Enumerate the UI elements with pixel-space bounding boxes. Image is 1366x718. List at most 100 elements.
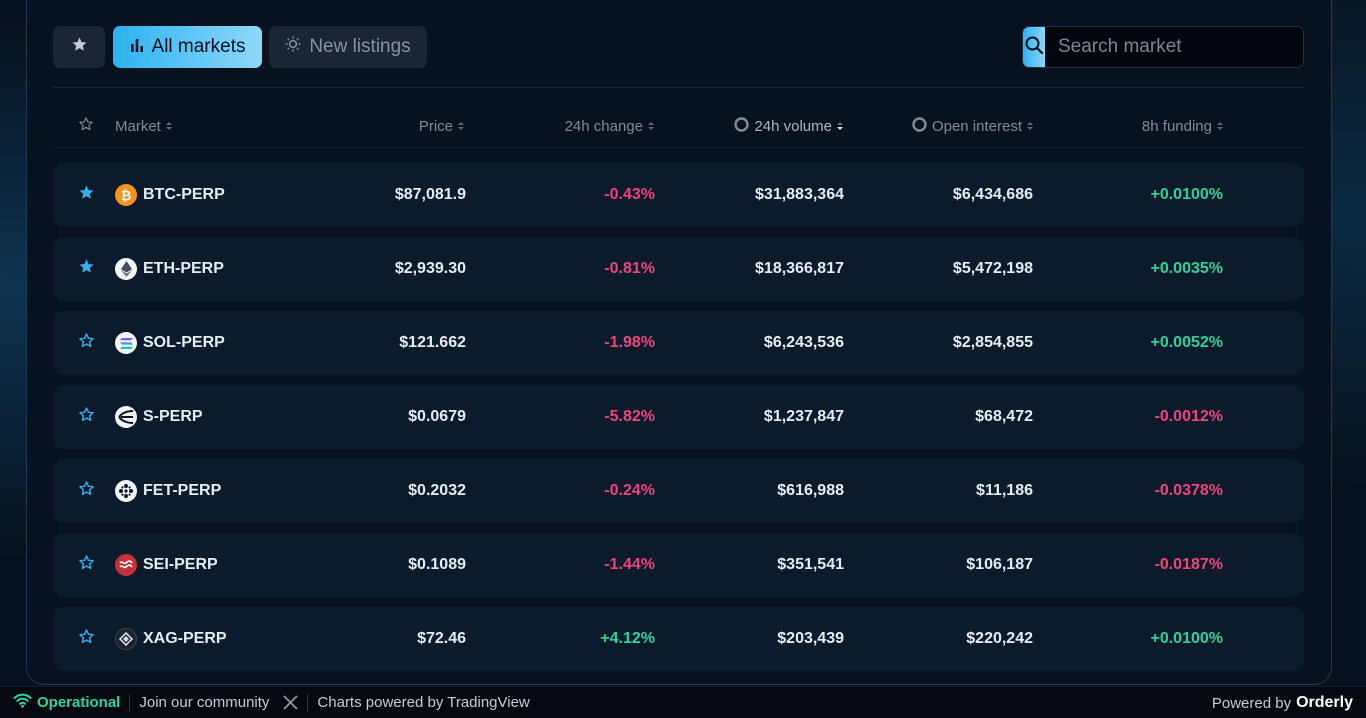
- new-listings-label: New listings: [309, 36, 411, 57]
- ethereum-icon: [115, 258, 137, 280]
- table-row[interactable]: ₿ BTC-PERP $87,081.9 -0.43% $31,883,364 …: [53, 163, 1304, 227]
- market-cell: FET-PERP: [115, 459, 221, 523]
- volume-cell: $18,366,817: [755, 260, 844, 277]
- silver-icon: [115, 628, 137, 650]
- info-circle-icon: [912, 116, 927, 136]
- all-markets-label: All markets: [151, 36, 246, 57]
- all-markets-tab-button[interactable]: All markets: [113, 26, 262, 68]
- price-cell: $72.46: [417, 630, 466, 647]
- tradingview-link[interactable]: Charts powered by TradingView: [317, 694, 530, 711]
- volume-cell: $6,243,536: [763, 334, 844, 351]
- favorite-star-button[interactable]: [78, 385, 95, 449]
- favorite-star-button[interactable]: [78, 533, 95, 597]
- open-interest-cell: $6,434,686: [952, 186, 1033, 203]
- open-interest-cell: $2,854,855: [952, 334, 1033, 351]
- price-cell: $0.0679: [408, 408, 466, 425]
- bar-chart-icon: [130, 36, 144, 58]
- search-button[interactable]: [1023, 27, 1045, 67]
- market-name: BTC-PERP: [143, 186, 225, 203]
- market-name: ETH-PERP: [143, 260, 224, 277]
- join-community-link[interactable]: Join our community: [139, 694, 270, 711]
- favorite-star-button[interactable]: [78, 311, 95, 375]
- star-outline-icon: [78, 116, 94, 136]
- star-outline-icon: [78, 332, 95, 354]
- volume-cell: $1,237,847: [763, 408, 844, 425]
- footer-bar: Operational Join our community Charts po…: [0, 686, 1366, 718]
- favorite-star-button[interactable]: [78, 607, 95, 671]
- market-cell: SEI-PERP: [115, 533, 218, 597]
- volume-cell: $351,541: [777, 556, 844, 573]
- star-icon: [71, 36, 88, 59]
- open-interest-cell: $5,472,198: [952, 260, 1033, 277]
- search-input[interactable]: [1045, 27, 1303, 67]
- sort-icon: [648, 122, 654, 130]
- market-name: S-PERP: [143, 408, 203, 425]
- change-cell: -1.44%: [604, 556, 655, 573]
- table-row[interactable]: FET-PERP $0.2032 -0.24% $616,988 $11,186…: [53, 459, 1304, 523]
- table-row[interactable]: ETH-PERP $2,939.30 -0.81% $18,366,817 $5…: [53, 237, 1304, 301]
- table-row[interactable]: XAG-PERP $72.46 +4.12% $203,439 $220,242…: [53, 607, 1304, 671]
- market-cell: S-PERP: [115, 385, 203, 449]
- header-volume-label: 24h volume: [754, 117, 832, 135]
- header-market[interactable]: Market: [115, 104, 235, 148]
- market-cell: ETH-PERP: [115, 237, 224, 301]
- sort-icon: [165, 122, 172, 130]
- funding-cell: -0.0187%: [1154, 556, 1224, 573]
- toolbar-divider: [53, 87, 1304, 88]
- sonic-icon: [115, 406, 137, 428]
- funding-cell: +0.0100%: [1150, 630, 1223, 647]
- x-twitter-icon[interactable]: [283, 695, 299, 710]
- change-cell: -1.98%: [604, 334, 655, 351]
- search-box: [1022, 26, 1304, 68]
- open-interest-cell: $220,242: [966, 630, 1033, 647]
- header-8h-funding[interactable]: 8h funding: [1093, 104, 1223, 148]
- star-outline-icon: [78, 480, 95, 502]
- table-row[interactable]: SOL-PERP $121.662 -1.98% $6,243,536 $2,8…: [53, 311, 1304, 375]
- volume-cell: $616,988: [777, 482, 844, 499]
- header-price[interactable]: Price: [343, 104, 464, 148]
- header-change-label: 24h change: [564, 117, 643, 135]
- footer-divider: [129, 693, 131, 712]
- sei-icon: [115, 554, 137, 576]
- wifi-icon: [13, 693, 32, 712]
- open-interest-cell: $11,186: [976, 482, 1033, 499]
- header-market-label: Market: [115, 117, 161, 135]
- orderly-logo[interactable]: Orderly: [1296, 694, 1353, 711]
- operational-status[interactable]: Operational: [13, 693, 120, 712]
- favorite-star-button[interactable]: [78, 237, 95, 301]
- sort-icon: [1217, 122, 1223, 130]
- market-name: FET-PERP: [143, 482, 222, 499]
- star-outline-icon: [78, 628, 95, 650]
- price-cell: $2,939.30: [394, 260, 466, 277]
- header-open-interest[interactable]: Open interest: [873, 104, 1033, 148]
- market-cell: ₿ BTC-PERP: [115, 163, 225, 227]
- funding-cell: +0.0100%: [1150, 186, 1223, 203]
- market-cell: SOL-PERP: [115, 311, 225, 375]
- new-listings-tab-button[interactable]: New listings: [269, 26, 427, 68]
- header-favorite-star[interactable]: [78, 104, 96, 148]
- funding-cell: +0.0035%: [1150, 260, 1223, 277]
- favorite-star-button[interactable]: [78, 459, 95, 523]
- price-cell: $0.1089: [408, 556, 466, 573]
- sort-desc-icon: [837, 122, 843, 130]
- favorites-tab-button[interactable]: [53, 26, 105, 68]
- table-row[interactable]: SEI-PERP $0.1089 -1.44% $351,541 $106,18…: [53, 533, 1304, 597]
- operational-label: Operational: [37, 694, 121, 711]
- funding-cell: -0.0378%: [1154, 482, 1224, 499]
- table-row[interactable]: S-PERP $0.0679 -5.82% $1,237,847 $68,472…: [53, 385, 1304, 449]
- favorite-star-button[interactable]: [78, 163, 95, 227]
- markets-toolbar: All markets New listings: [53, 26, 1304, 68]
- fetch-icon: [115, 480, 137, 502]
- open-interest-cell: $68,472: [975, 408, 1033, 425]
- star-filled-icon: [78, 258, 95, 280]
- solana-icon: [115, 332, 137, 354]
- open-interest-cell: $106,187: [966, 556, 1033, 573]
- header-24h-change[interactable]: 24h change: [513, 104, 654, 148]
- sort-icon: [458, 122, 464, 130]
- star-filled-icon: [78, 184, 95, 206]
- header-24h-volume[interactable]: 24h volume: [693, 104, 843, 148]
- volume-cell: $31,883,364: [755, 186, 844, 203]
- table-header: Market Price 24h change 24h volume Open …: [53, 104, 1304, 148]
- price-cell: $87,081.9: [394, 186, 466, 203]
- market-cell: XAG-PERP: [115, 607, 227, 671]
